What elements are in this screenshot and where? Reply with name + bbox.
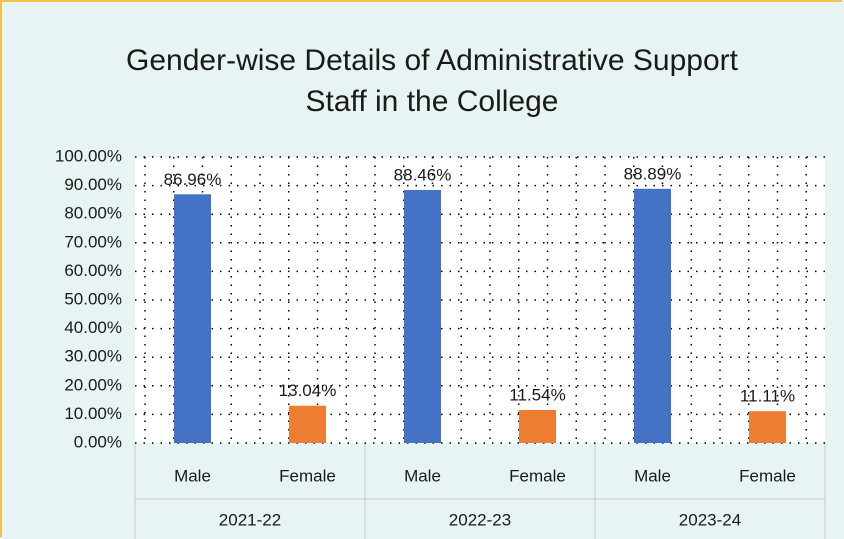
bar (404, 190, 441, 443)
group-label: 2023-24 (679, 510, 741, 529)
y-tick-label: 100.00% (55, 146, 122, 165)
x-tick-label: Male (634, 466, 671, 485)
group-label: 2021-22 (219, 510, 281, 529)
x-tick-label: Female (509, 466, 566, 485)
bar (749, 411, 786, 443)
bar (634, 188, 671, 443)
y-tick-label: 90.00% (64, 175, 122, 194)
bar (519, 409, 556, 443)
bar (289, 405, 326, 443)
data-label: 86.96% (164, 170, 222, 189)
x-tick-label: Female (739, 466, 796, 485)
y-tick-label: 40.00% (64, 318, 122, 337)
data-label: 88.46% (394, 165, 452, 184)
y-tick-label: 60.00% (64, 261, 122, 280)
data-label: 88.89% (624, 164, 682, 183)
y-tick-label: 80.00% (64, 204, 122, 223)
y-tick-label: 0.00% (74, 432, 122, 451)
bar (174, 194, 211, 443)
y-tick-label: 50.00% (64, 289, 122, 308)
data-label: 13.04% (279, 381, 337, 400)
chart-title: Gender-wise Details of Administrative Su… (126, 44, 738, 118)
y-tick-label: 20.00% (64, 375, 122, 394)
x-tick-label: Male (174, 466, 211, 485)
data-label: 11.11% (740, 387, 795, 406)
y-tick-label: 10.00% (64, 404, 122, 423)
group-label: 2022-23 (449, 510, 511, 529)
x-tick-label: Female (279, 466, 336, 485)
data-label: 11.54% (509, 385, 565, 404)
y-tick-label: 70.00% (64, 232, 122, 251)
y-tick-label: 30.00% (64, 347, 122, 366)
plot-area (135, 157, 825, 443)
x-tick-label: Male (404, 466, 441, 485)
